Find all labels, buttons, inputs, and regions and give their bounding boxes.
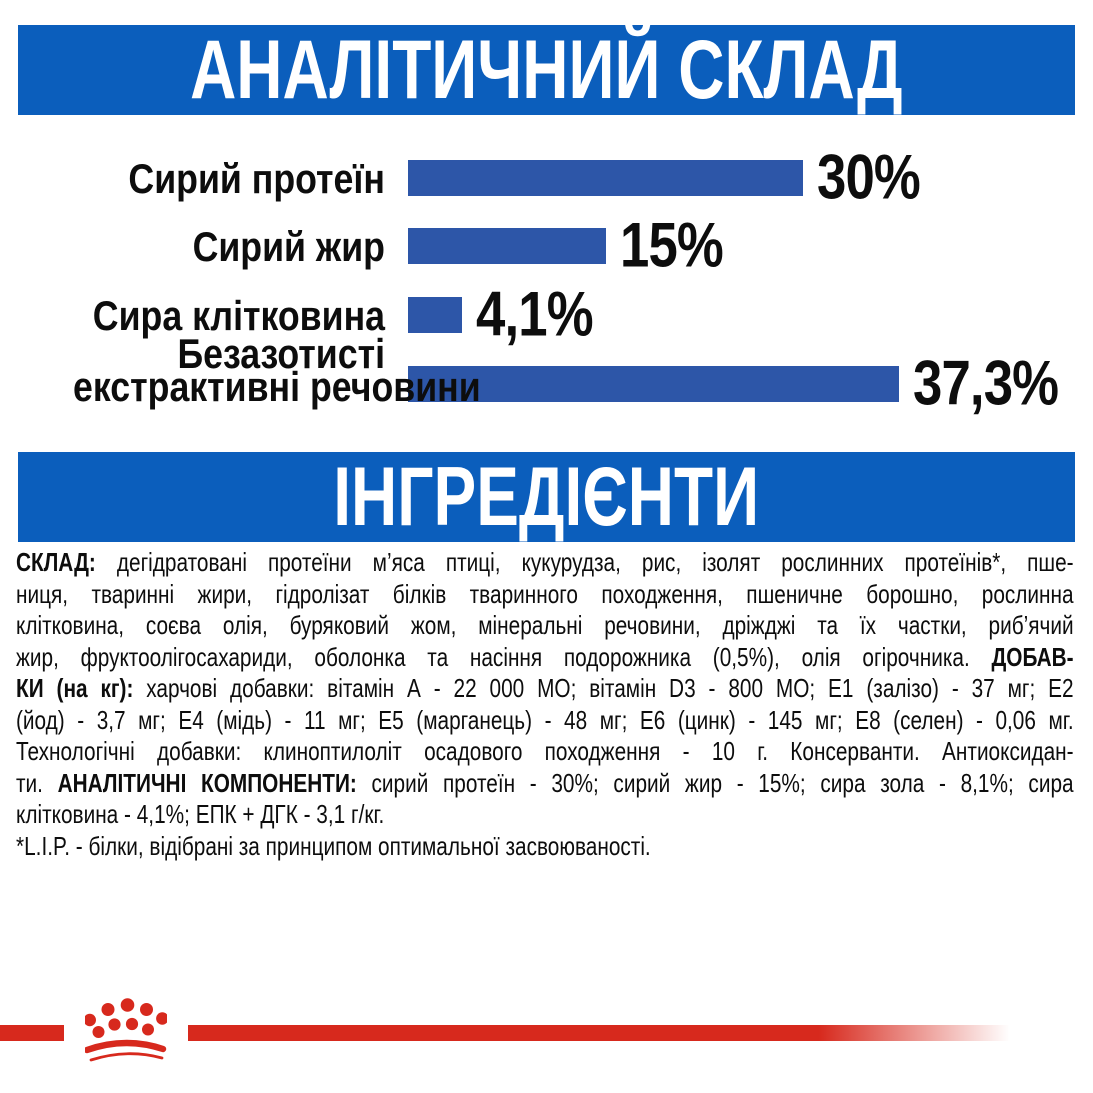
analytical-composition-banner: АНАЛІТИЧНИЙ СКЛАД [18, 25, 1075, 115]
bar-value: 4,1% [476, 279, 594, 350]
ingredients-banner: ІНГРЕДІЄНТИ [18, 452, 1075, 542]
bar-crude-protein [408, 160, 804, 196]
ingredients-line: Технологічні добавки: клиноптилоліт осад… [16, 736, 1074, 766]
chart-row-crude-fibre: Сира клітковина 4,1% [18, 283, 1075, 346]
ingredients-line: жир, фруктоолігосахариди, оболонка та на… [16, 641, 1074, 672]
brand-rule-left [0, 1025, 64, 1041]
ingredients-banner-title: ІНГРЕДІЄНТИ [333, 450, 760, 543]
bar-label: Сирий жир [192, 222, 385, 270]
ingredients-line: ниця, тваринні жири, гідролізат білків т… [16, 578, 1074, 609]
bar-value: 30% [817, 142, 921, 213]
royal-canin-crown-icon [85, 998, 167, 1062]
chart-row-nitrogen-free-extract: Безазотисті екстрактивні речовини 37,3% [18, 333, 1075, 416]
bar-crude-fibre [408, 297, 462, 333]
ingredients-text: СКЛАД: дегідратовані протеїни м’яса птиц… [16, 547, 1074, 862]
ingredients-line: КИ (на кг): харчові добавки: вітамін А -… [16, 673, 1074, 703]
ingredients-line: клітковина, соєва олія, буряковий жом, м… [16, 610, 1074, 640]
ingredients-line: клітковина - 4,1%; ЕПК + ДГК - 3,1 г/кг. [16, 799, 385, 829]
brand-rule-right [188, 1025, 1018, 1041]
ingredients-line: СКЛАД: дегідратовані протеїни м’яса птиц… [16, 547, 1074, 577]
ingredients-line: (йод) - 3,7 мг; Е4 (мідь) - 11 мг; Е5 (м… [16, 704, 1074, 735]
bar-value: 15% [619, 210, 724, 281]
chart-row-crude-fat: Сирий жир 15% [18, 214, 1075, 277]
composition-bar-chart: Сирий протеїн 30% Сирий жир 15% Сира клі… [0, 0, 1093, 452]
bar-label: Сирий протеїн [128, 154, 385, 202]
bar-label: Безазотисті екстрактивні речовини [73, 330, 481, 410]
lip-footnote-line: *L.I.P. - білки, відібрані за принципом … [16, 830, 651, 861]
ingredients-line: ти. АНАЛІТИЧНІ КОМПОНЕНТИ: сирий протеїн… [16, 767, 1074, 798]
bar-value: 37,3% [913, 348, 1059, 419]
bar-label: Сира клітковина [92, 291, 386, 339]
analytical-banner-title: АНАЛІТИЧНИЙ СКЛАД [190, 23, 903, 116]
bar-crude-fat [408, 228, 606, 264]
bar-nitrogen-free-extract [408, 366, 900, 402]
chart-row-crude-protein: Сирий протеїн 30% [18, 146, 1075, 209]
